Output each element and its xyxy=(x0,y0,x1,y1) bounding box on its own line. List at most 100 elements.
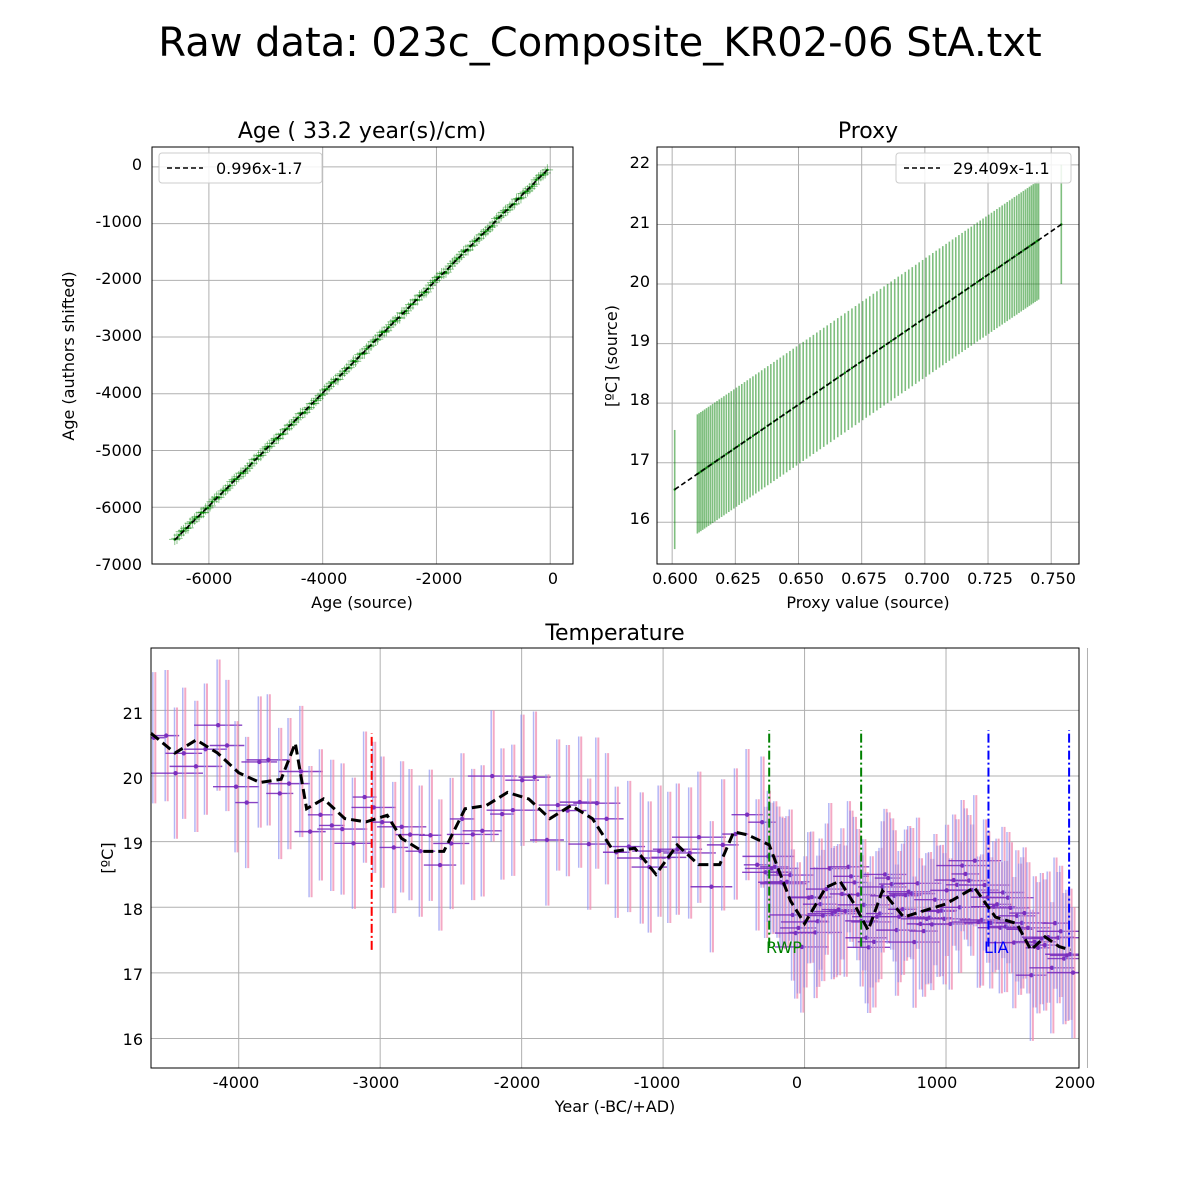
age-point xyxy=(177,533,181,537)
temperature-point xyxy=(972,858,978,863)
temperature-point xyxy=(988,920,994,926)
temperature-point xyxy=(1052,920,1058,926)
proxy-y-tick: 16 xyxy=(630,509,650,528)
temperature-point xyxy=(948,921,953,927)
proxy-fit-line xyxy=(674,223,1062,491)
age-point xyxy=(330,381,333,385)
temperature-x-tick: 2000 xyxy=(1055,1073,1096,1092)
temperature-point xyxy=(1025,925,1031,931)
proxy-y-ticks: 16 17 18 19 20 21 22 xyxy=(630,153,650,528)
proxy-grid xyxy=(657,147,1079,564)
age-point xyxy=(206,506,210,510)
proxy-point xyxy=(737,444,741,447)
temperature-period-markers xyxy=(370,730,1071,950)
age-y-ticks: 0 -1000 -2000 -3000 -4000 -5000 -6000 -7… xyxy=(96,155,143,574)
temperature-x-label: Year (-BC/+AD) xyxy=(554,1097,676,1116)
proxy-y-label: [ºC] (source) xyxy=(602,305,621,407)
age-point xyxy=(239,471,243,475)
temperature-point xyxy=(932,897,938,902)
age-y-tick: -2000 xyxy=(96,269,143,288)
proxy-point xyxy=(995,267,999,270)
temperature-x-tick: -4000 xyxy=(213,1073,260,1092)
temperature-point xyxy=(510,808,516,813)
temperature-point xyxy=(733,831,738,837)
age-point xyxy=(188,521,192,525)
temperature-point xyxy=(244,800,249,805)
proxy-point xyxy=(1022,249,1025,252)
age-y-tick: -4000 xyxy=(96,383,143,402)
age-point xyxy=(235,477,238,481)
temperature-point xyxy=(407,832,413,837)
temperature-point xyxy=(193,764,199,769)
temperature-point xyxy=(855,892,861,897)
temperature-point xyxy=(1022,910,1027,916)
proxy-x-tick: 0.600 xyxy=(652,569,698,588)
proxy-point xyxy=(882,344,886,348)
temperature-point xyxy=(824,886,829,892)
temperature-point xyxy=(163,733,169,738)
temperature-y-tick: 19 xyxy=(123,834,143,853)
temperature-point xyxy=(307,829,313,834)
temperature-point xyxy=(960,863,965,868)
temperature-point xyxy=(391,845,396,850)
age-y-label: Age (authors shifted) xyxy=(59,271,78,440)
proxy-legend-box xyxy=(895,152,1072,184)
temperature-point xyxy=(594,800,600,806)
temperature-point xyxy=(900,907,905,912)
temperature-point xyxy=(939,908,944,913)
age-point xyxy=(314,399,318,402)
temperature-point xyxy=(480,828,485,834)
temperature-point xyxy=(921,928,926,934)
temperature-point xyxy=(233,784,239,789)
temperature-point xyxy=(1070,970,1076,975)
age-y-tick: -1000 xyxy=(96,212,143,231)
age-point xyxy=(535,178,538,182)
age-x-ticks: -6000 -4000 -2000 0 xyxy=(186,569,558,588)
age-point xyxy=(541,173,545,176)
temperature-point xyxy=(604,816,609,821)
proxy-x-tick: 0.675 xyxy=(841,569,887,588)
proxy-x-tick: 0.700 xyxy=(904,569,950,588)
temperature-point xyxy=(266,757,271,763)
age-point xyxy=(513,202,516,206)
temperature-point xyxy=(994,902,1000,907)
age-panel-title: Age ( 33.2 year(s)/cm) xyxy=(238,119,486,144)
temperature-point xyxy=(848,874,854,879)
proxy-x-ticks: 0.600 0.625 0.650 0.675 0.700 0.725 0.75… xyxy=(652,569,1076,588)
temperature-point xyxy=(799,944,805,950)
temperature-point xyxy=(1067,952,1073,957)
temperature-point xyxy=(656,848,662,854)
temperature-point xyxy=(203,746,208,752)
temperature-point xyxy=(784,879,790,884)
temperature-point xyxy=(852,880,857,885)
temperature-point xyxy=(277,791,282,796)
age-plot-frame xyxy=(151,146,574,565)
temperature-point xyxy=(871,939,877,945)
temperature-point xyxy=(586,841,592,847)
proxy-panel: Proxy 0.600 0.625 0.650 0.675 0.700 0.72… xyxy=(602,119,1080,612)
temperature-point xyxy=(257,759,262,765)
temperature-x-tick: 1000 xyxy=(917,1073,958,1092)
age-point xyxy=(354,360,357,363)
temperature-point xyxy=(224,743,230,748)
temperature-point xyxy=(1029,973,1034,978)
temperature-point xyxy=(709,884,714,889)
temperature-x-tick: -1000 xyxy=(634,1073,681,1092)
proxy-y-tick: 20 xyxy=(630,272,650,291)
temperature-y-label: [ºC] xyxy=(98,842,117,873)
proxy-point xyxy=(1008,258,1011,262)
temperature-point xyxy=(1058,929,1063,934)
temperature-point xyxy=(544,837,550,843)
temperature-point xyxy=(963,871,968,877)
temperature-panel: Temperature RWP LIA -4000 -3000 -2000 -1… xyxy=(98,621,1095,1116)
temperature-point xyxy=(772,864,778,870)
temperature-plot-frame xyxy=(150,647,1080,1069)
temperature-point xyxy=(759,819,765,825)
temperature-point xyxy=(754,862,760,868)
age-point xyxy=(495,217,498,220)
temperature-point xyxy=(696,834,702,840)
proxy-point xyxy=(897,335,900,338)
proxy-y-tick: 17 xyxy=(630,450,650,469)
age-point xyxy=(257,454,260,458)
